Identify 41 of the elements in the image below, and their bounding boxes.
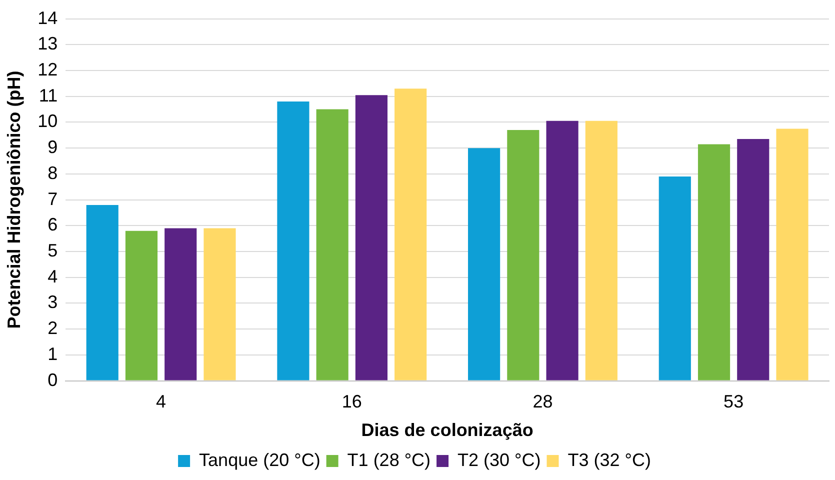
bar xyxy=(164,228,197,380)
y-tick-label: 7 xyxy=(48,188,58,209)
y-tick-label: 3 xyxy=(48,292,58,312)
legend-label: T2 (30 °C) xyxy=(458,450,541,470)
y-tick-label: 0 xyxy=(48,370,58,390)
legend-label: Tanque (20 °C) xyxy=(199,450,320,470)
bar xyxy=(658,176,691,380)
y-tick-label: 6 xyxy=(48,214,58,235)
bar xyxy=(585,120,618,380)
y-axis-title: Potencial Hidrogeniônico (pH) xyxy=(4,70,24,329)
x-tick-label: 4 xyxy=(156,392,166,412)
x-tick-label: 28 xyxy=(532,392,553,412)
x-axis-title: Dias de colonização xyxy=(361,420,534,440)
y-tick-label: 5 xyxy=(48,240,58,260)
bar xyxy=(776,128,808,380)
y-tick-label: 10 xyxy=(38,111,58,132)
legend-label: T3 (32 °C) xyxy=(568,450,651,470)
bar xyxy=(125,230,158,380)
x-tick-label: 16 xyxy=(342,392,362,412)
y-tick-label: 14 xyxy=(38,8,58,28)
bar xyxy=(316,109,348,380)
y-tick-label: 12 xyxy=(38,59,58,80)
y-tick-label: 2 xyxy=(48,318,58,338)
y-tick-label: 13 xyxy=(38,34,58,54)
bar xyxy=(204,228,236,380)
bar xyxy=(507,130,540,380)
legend-label: T1 (28 °C) xyxy=(347,450,431,470)
bar xyxy=(737,139,770,380)
bar xyxy=(468,148,500,380)
bar xyxy=(277,102,310,380)
bar xyxy=(355,95,388,380)
y-tick-label: 9 xyxy=(48,137,58,158)
bar xyxy=(86,204,118,380)
bar xyxy=(394,88,427,380)
x-tick-label: 53 xyxy=(724,392,744,412)
y-tick-label: 1 xyxy=(48,344,58,364)
y-tick-label: 4 xyxy=(48,266,58,286)
bar xyxy=(546,120,578,380)
bar xyxy=(698,144,730,380)
y-tick-label: 8 xyxy=(48,162,58,183)
y-tick-label: 11 xyxy=(38,85,58,106)
